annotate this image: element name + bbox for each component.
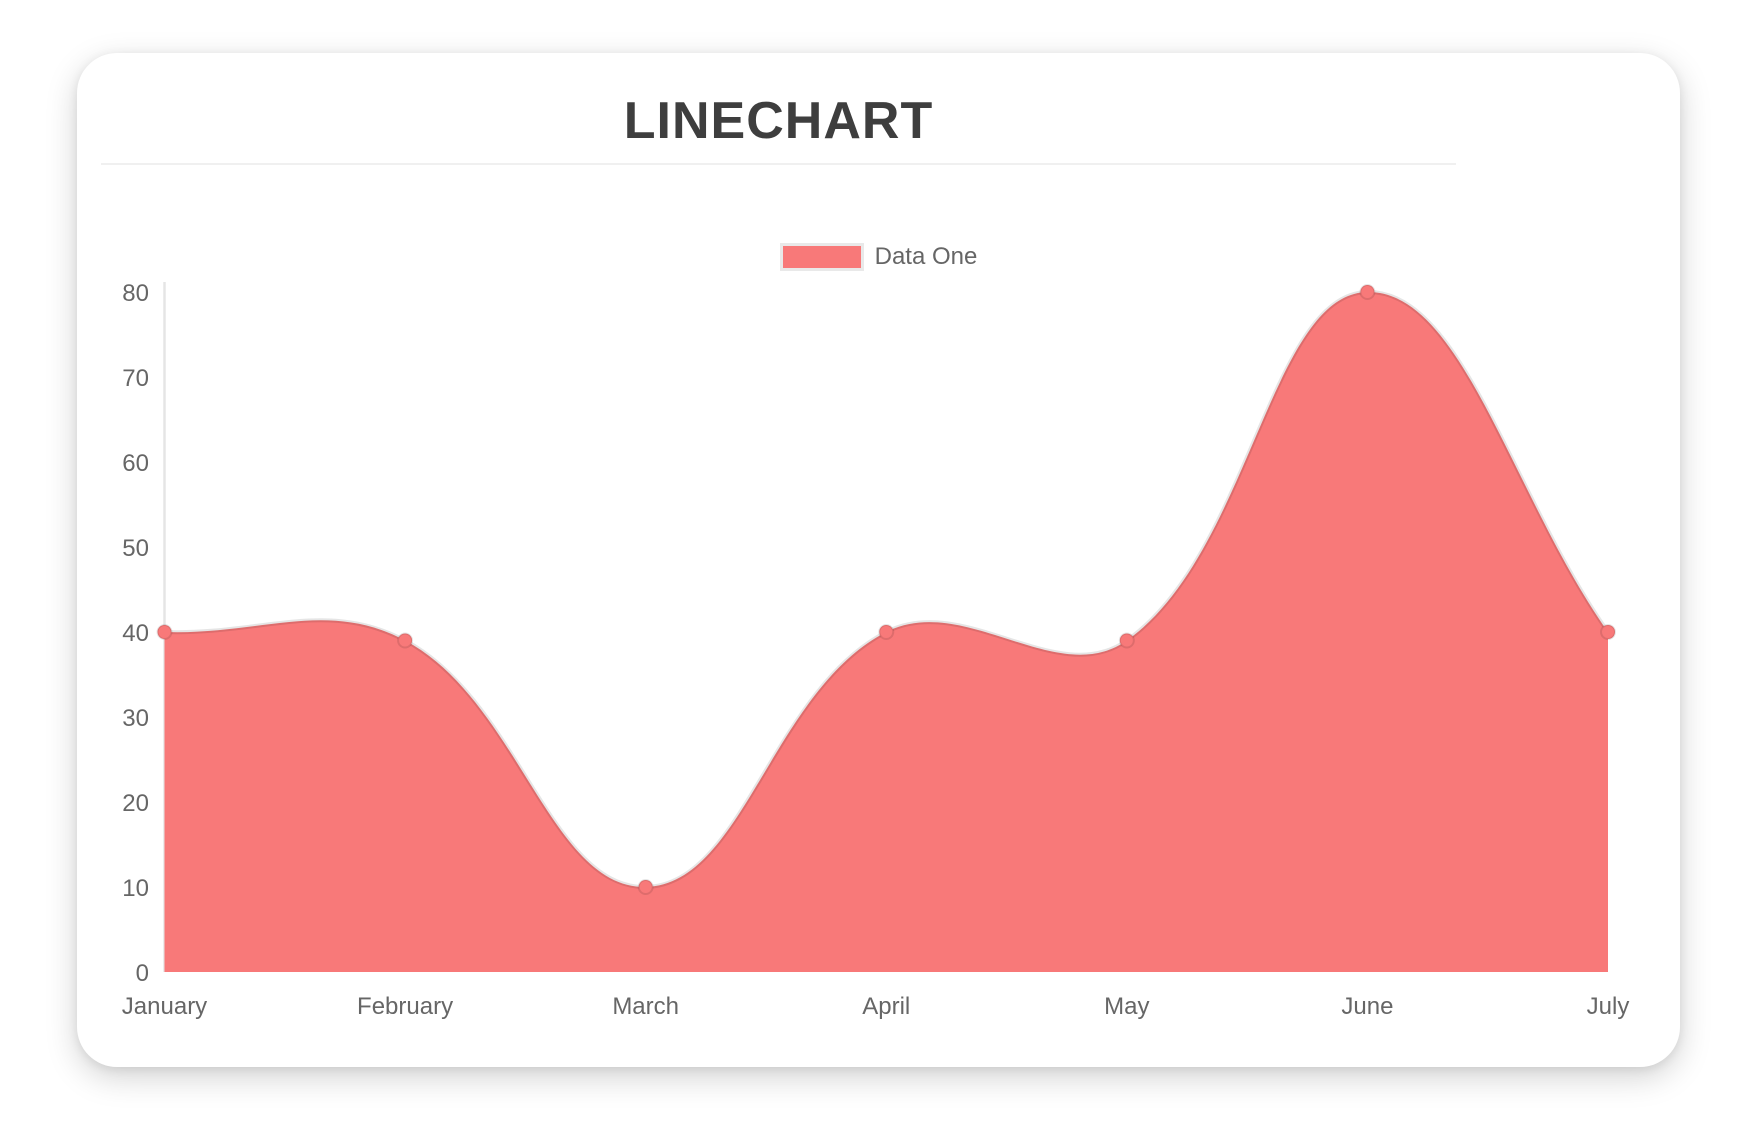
y-tick-label: 50: [122, 535, 149, 562]
y-tick-label: 20: [122, 790, 149, 817]
chart-title: LINECHART: [623, 92, 934, 150]
x-tick-label: March: [612, 993, 679, 1020]
data-point[interactable]: [878, 624, 895, 640]
x-tick-label: February: [357, 993, 453, 1020]
y-tick-label: 10: [122, 875, 149, 902]
x-tick-label: May: [1104, 993, 1149, 1020]
legend-label: Data One: [874, 243, 978, 270]
y-tick-label: 30: [122, 705, 149, 732]
data-point[interactable]: [1118, 632, 1135, 649]
data-point[interactable]: [637, 879, 654, 895]
line-chart: 0 10 20 30 40 50 60 70 80 January February March Apr…: [122, 280, 1630, 1020]
data-point[interactable]: [397, 632, 414, 649]
legend-swatch: [779, 243, 864, 271]
x-tick-label: July: [1587, 993, 1630, 1020]
y-tick-label: 80: [122, 280, 149, 307]
y-tick-label: 60: [122, 450, 149, 477]
y-tick-label: 0: [136, 960, 149, 987]
data-point[interactable]: [1359, 284, 1376, 300]
data-point[interactable]: [1600, 624, 1616, 640]
x-tick-label: June: [1341, 993, 1393, 1020]
data-point[interactable]: [156, 624, 173, 640]
chart-header: LINECHART: [77, 53, 1680, 165]
x-tick-label: January: [122, 993, 207, 1020]
y-tick-label: 40: [122, 620, 149, 647]
area-fill: [164, 291, 1608, 973]
x-tick-label: April: [862, 993, 910, 1020]
title-divider: [101, 163, 1456, 165]
y-tick-label: 70: [122, 365, 149, 392]
chart-card: LINECHART 0 10 20 30 40 50 60 70 80 January Februa…: [77, 53, 1680, 1067]
chart-legend[interactable]: Data One: [77, 243, 1680, 271]
data-line: [164, 289, 1610, 890]
